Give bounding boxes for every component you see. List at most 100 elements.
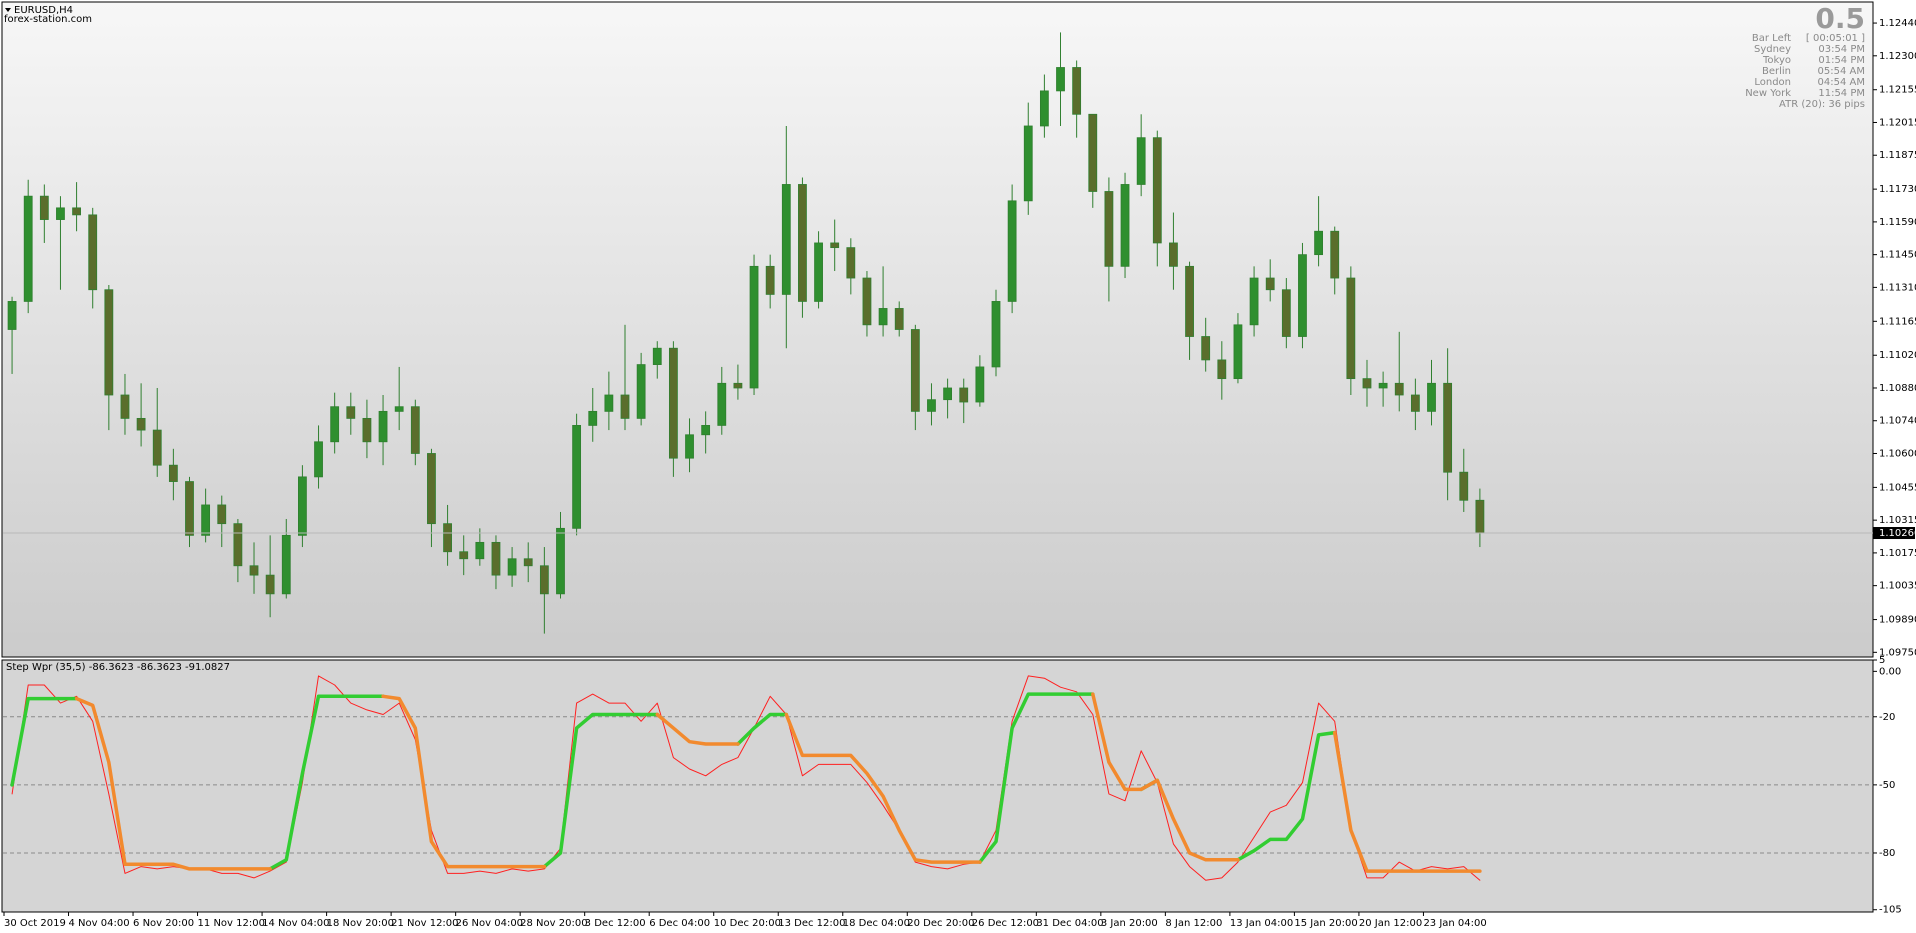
indicator-panel (1, 659, 1874, 913)
x-tick-label: 26 Dec 12:00 (972, 918, 1039, 929)
candle-body (1136, 137, 1146, 185)
candle-body (152, 429, 162, 466)
candle-body (1362, 378, 1372, 389)
candle-body (1007, 200, 1017, 302)
menu-arrow[interactable] (5, 8, 11, 12)
y-tick-label: 5 (1879, 655, 1885, 666)
x-tick-label: 20 Jan 12:00 (1359, 918, 1422, 929)
y-tick-label: 1.10315 (1879, 515, 1916, 526)
y-tick-label: 1.12155 (1879, 85, 1916, 96)
y-tick-label: -20 (1879, 712, 1895, 723)
candle-body (281, 534, 291, 595)
x-tick-label: 3 Dec 12:00 (585, 918, 646, 929)
candle-body (427, 453, 436, 525)
candle-body (830, 242, 840, 249)
y-tick-label: 1.10740 (1879, 416, 1916, 427)
candle-body (330, 406, 340, 443)
candle-body (975, 366, 985, 403)
x-tick-label: 3 Jan 20:00 (1101, 918, 1158, 929)
y-tick-label: 0.00 (1879, 666, 1901, 677)
candle-body (910, 329, 920, 412)
candle-body (668, 347, 678, 459)
y-tick-label: 1.11590 (1879, 217, 1916, 228)
x-tick-label: 20 Dec 20:00 (907, 918, 974, 929)
candle-body (410, 406, 420, 454)
candle-body (717, 382, 727, 426)
y-tick-label: 1.11165 (1879, 316, 1916, 327)
x-tick-label: 28 Nov 20:00 (520, 918, 587, 929)
atr-label: ATR (20): 36 pips (1779, 99, 1865, 110)
candle-body (1410, 394, 1420, 412)
candle-body (1475, 499, 1485, 534)
candle-body (1459, 471, 1469, 501)
candle-body (798, 184, 807, 302)
candle-body (588, 410, 598, 426)
info-label: Tokyo (1762, 55, 1791, 66)
candle-body (959, 387, 969, 403)
candle-body (1314, 230, 1323, 256)
candle-body (733, 382, 743, 389)
last-price-label: 1.10260 (1879, 528, 1916, 539)
candle-body (1039, 90, 1049, 127)
y-tick-label: 1.11730 (1879, 184, 1916, 195)
x-tick-label: 14 Nov 04:00 (262, 918, 329, 929)
y-tick-label: 1.10175 (1879, 548, 1916, 559)
candle-body (572, 425, 582, 529)
symbol-label: EURUSD,H4 (14, 5, 73, 16)
x-tick-label: 18 Dec 04:00 (843, 918, 910, 929)
candle-body (539, 565, 549, 595)
y-tick-label: 1.11875 (1879, 150, 1916, 161)
info-value: 01:54 PM (1818, 55, 1865, 66)
candle-body (1378, 382, 1388, 389)
candle-body (1427, 382, 1436, 412)
y-tick-label: 1.10035 (1879, 581, 1916, 592)
candle-body (862, 277, 872, 326)
info-label: New York (1745, 88, 1791, 99)
y-tick-label: -80 (1879, 848, 1895, 859)
candle-body (39, 195, 49, 220)
info-value: 04:54 AM (1818, 77, 1865, 88)
y-tick-label: 1.09890 (1879, 615, 1916, 626)
candle-body (1394, 382, 1404, 396)
candle-body (168, 464, 178, 482)
candle-body (104, 289, 114, 396)
y-tick-label: 1.11450 (1879, 250, 1916, 261)
info-value: [ 00:05:01 ] (1806, 33, 1865, 44)
last-price-box (1873, 527, 1915, 540)
candle-body (56, 207, 65, 220)
candle-body (314, 441, 323, 478)
info-label: Berlin (1762, 66, 1791, 77)
candle-body (1298, 254, 1307, 337)
candle-body (685, 434, 694, 459)
indicator-line (10, 692, 1337, 871)
y-tick-label: 1.12300 (1879, 51, 1916, 62)
candle-body (636, 364, 646, 419)
candle-body (88, 214, 98, 291)
candle-body (249, 565, 259, 576)
y-tick-label: 1.09750 (1879, 647, 1916, 658)
candle-body (620, 394, 630, 419)
y-tick-label: 1.12015 (1879, 117, 1916, 128)
x-tick-label: 21 Nov 12:00 (391, 918, 458, 929)
x-tick-label: 6 Nov 20:00 (133, 918, 194, 929)
candle-body (814, 242, 823, 302)
y-tick-label: 1.10880 (1879, 383, 1916, 394)
candle-body (1201, 336, 1211, 361)
candle-body (1185, 265, 1194, 337)
candle-body (1088, 113, 1098, 192)
candle-body (1281, 289, 1291, 337)
x-tick-label: 18 Nov 20:00 (327, 918, 394, 929)
candle-body (1265, 277, 1275, 291)
x-tick-label: 13 Dec 12:00 (778, 918, 845, 929)
candle-body (943, 387, 953, 401)
candle-body (265, 574, 275, 595)
y-tick-label: -105 (1879, 905, 1902, 916)
watermark: forex-station.com (4, 14, 92, 25)
x-tick-label: 8 Jan 12:00 (1165, 918, 1222, 929)
candle-body (1104, 191, 1114, 267)
info-value: 03:54 PM (1818, 44, 1865, 55)
candle-body (523, 558, 533, 567)
x-tick-label: 11 Nov 12:00 (198, 918, 265, 929)
candle-body (1217, 359, 1227, 380)
